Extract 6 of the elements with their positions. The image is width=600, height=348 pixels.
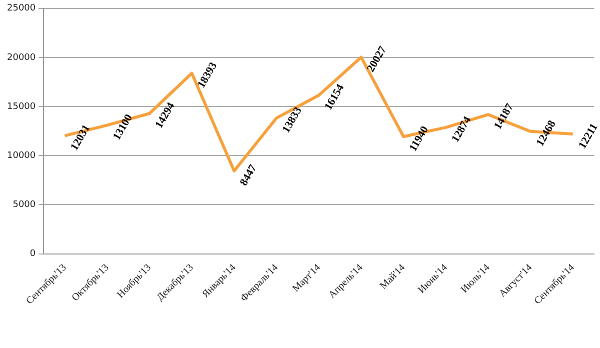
y-tick-label: 0 <box>30 249 36 260</box>
y-tick-label: 15000 <box>6 102 36 112</box>
y-tick-label: 5000 <box>12 200 36 210</box>
y-tick-label: 10000 <box>6 151 36 162</box>
y-tick-label: 25000 <box>6 4 36 14</box>
y-tick-label: 20000 <box>6 52 36 63</box>
